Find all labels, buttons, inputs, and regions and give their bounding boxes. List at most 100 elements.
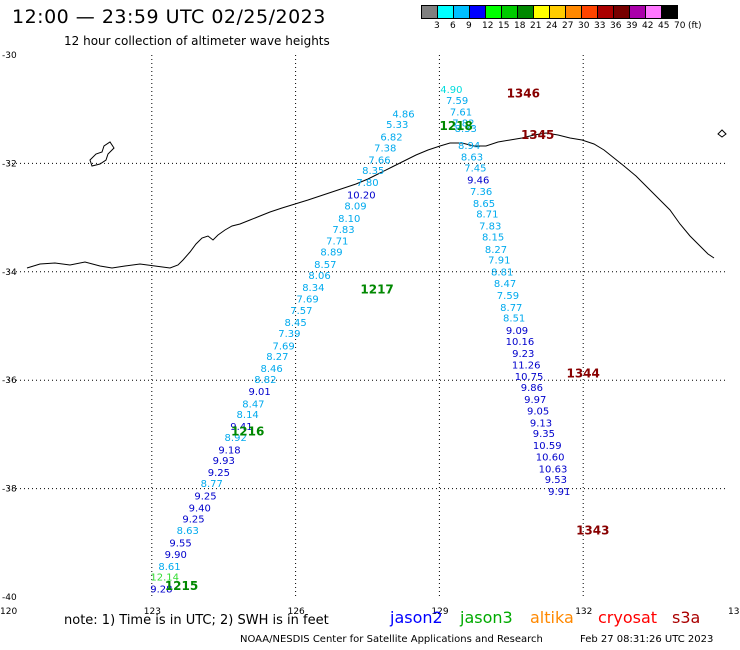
coastline-australia	[26, 132, 715, 269]
lon-tick-label: 135	[728, 607, 740, 617]
colorbar-label: 9	[466, 21, 472, 31]
swh-value-label: 12.14	[150, 573, 179, 584]
swh-value-label: 9.18	[218, 445, 240, 456]
swh-value-label: 8.77	[500, 303, 522, 314]
colorbar-label: 12	[482, 21, 494, 31]
swh-value-label: 9.23	[512, 349, 534, 360]
swh-value-label: 8.77	[201, 479, 223, 490]
swh-value-label: 6.82	[380, 133, 402, 144]
swh-value-label: 8.27	[266, 352, 288, 363]
colorbar-label: 3	[434, 21, 440, 31]
pass-time-label: 1345	[521, 128, 554, 142]
swh-value-label: 8.33	[455, 124, 477, 135]
colorbar-swatch	[661, 5, 678, 19]
swh-value-label: 8.34	[302, 283, 324, 294]
swh-value-label: 10.20	[347, 191, 376, 202]
colorbar-label: 36	[610, 21, 622, 31]
swh-value-label: 7.59	[497, 291, 519, 302]
swh-value-label: 7.83	[479, 222, 501, 233]
pass-time-label: 1215	[165, 579, 198, 593]
altimeter-tracks: 9.2812.148.619.909.558.639.259.409.258.7…	[150, 85, 570, 596]
swh-value-label: 9.25	[182, 515, 204, 526]
colorbar-label: 15	[498, 21, 510, 31]
swh-value-label: 9.01	[249, 387, 271, 398]
swh-value-label: 8.71	[476, 210, 498, 221]
swh-value-label: 8.94	[458, 141, 480, 152]
colorbar-label: 42	[642, 21, 654, 31]
swh-value-label: 7.61	[450, 108, 472, 119]
swh-value-label: 8.65	[473, 199, 495, 210]
colorbar-label: 39	[626, 21, 638, 31]
pass-time-label: 1216	[231, 424, 264, 438]
lon-tick-label: 129	[431, 607, 448, 617]
island-outline	[89, 141, 115, 167]
swh-value-label: 8.14	[237, 410, 259, 421]
wave-height-colorbar	[421, 5, 678, 19]
pass-time-label: 1344	[566, 366, 599, 380]
lat-tick-label: -38	[2, 485, 17, 495]
lat-lon-grid: 120 123 126 129 132 135 -30 -32 -34 -36 -38 -40	[0, 51, 740, 617]
swh-value-label: 5.33	[386, 120, 408, 131]
swh-value-label: 8.27	[485, 245, 507, 256]
satellite-legend-jason2: jason2	[390, 608, 443, 627]
colorbar-label: 70	[674, 21, 686, 31]
satellite-legend-jason3: jason3	[460, 608, 513, 627]
swh-value-label: 9.41	[230, 422, 252, 433]
swh-value-label: 9.09	[506, 326, 528, 337]
note-text: note: 1) Time is in UTC; 2) SWH is in fe…	[64, 613, 329, 628]
swh-value-label: 8.61	[158, 562, 180, 573]
swh-value-label: 8.57	[314, 260, 336, 271]
swh-value-label: 7.80	[356, 178, 378, 189]
swh-value-label: 8.46	[261, 364, 283, 375]
swh-value-label: 9.53	[545, 475, 567, 486]
swh-value-label: 9.05	[527, 406, 549, 417]
lon-tick-label: 132	[575, 607, 592, 617]
colorbar-label: 30	[578, 21, 590, 31]
swh-value-label: 8.45	[284, 318, 306, 329]
swh-value-label: 7.57	[290, 306, 312, 317]
pass-time-label: 1343	[576, 524, 609, 538]
swh-value-label: 10.60	[536, 452, 565, 463]
lon-tick-label: 126	[288, 607, 305, 617]
swh-value-label: 10.16	[506, 337, 535, 348]
footer-generated-date: Feb 27 08:31:26 UTC 2023	[580, 634, 714, 645]
swh-value-label: 9.93	[213, 456, 235, 467]
swh-value-label: 8.09	[344, 201, 366, 212]
colorbar-label: 45	[658, 21, 670, 31]
footer-credit: NOAA/NESDIS Center for Satellite Applica…	[240, 634, 543, 645]
swh-value-label: 7.66	[368, 155, 390, 166]
swh-value-label: 8.47	[242, 399, 264, 410]
pass-time-label: 1218	[439, 119, 472, 133]
lon-tick-label: 123	[144, 607, 161, 617]
swh-value-label: 9.35	[533, 429, 555, 440]
swh-value-label: 8.92	[225, 433, 247, 444]
swh-value-label: 10.63	[539, 464, 568, 475]
swh-value-label: 9.55	[169, 539, 191, 550]
lat-tick-label: -30	[2, 51, 17, 61]
swh-value-label: 8.51	[503, 314, 525, 325]
swh-value-label: 8.82	[254, 375, 276, 386]
satellite-legend-cryosat: cryosat	[598, 608, 658, 627]
swh-value-label: 8.89	[320, 248, 342, 259]
lon-tick-label: 120	[0, 607, 17, 617]
satellite-legend-altika: altika	[530, 608, 574, 627]
satellite-legend-s3a: s3a	[672, 608, 701, 627]
map-title: 12:00 — 23:59 UTC 02/25/2023	[12, 6, 326, 28]
swh-value-label: 9.25	[194, 491, 216, 502]
swh-value-label: 4.90	[440, 85, 462, 96]
swh-value-label: 11.26	[512, 360, 541, 371]
swh-value-label: 7.45	[464, 164, 486, 175]
swh-value-label: 8.10	[338, 214, 360, 225]
colorbar-label: 27	[562, 21, 574, 31]
swh-value-label: 9.97	[524, 395, 546, 406]
lat-tick-label: -34	[2, 268, 17, 278]
swh-value-label: 7.83	[332, 225, 354, 236]
swh-value-label: 9.25	[208, 468, 230, 479]
swh-value-label: 8.81	[491, 268, 513, 279]
pass-time-labels: 1215 1216 1217 1218 1346 1345 1344 1343	[165, 86, 610, 593]
swh-value-label: 9.90	[165, 550, 187, 561]
swh-value-label: 7.39	[278, 329, 300, 340]
swh-value-label: 7.59	[446, 96, 468, 107]
